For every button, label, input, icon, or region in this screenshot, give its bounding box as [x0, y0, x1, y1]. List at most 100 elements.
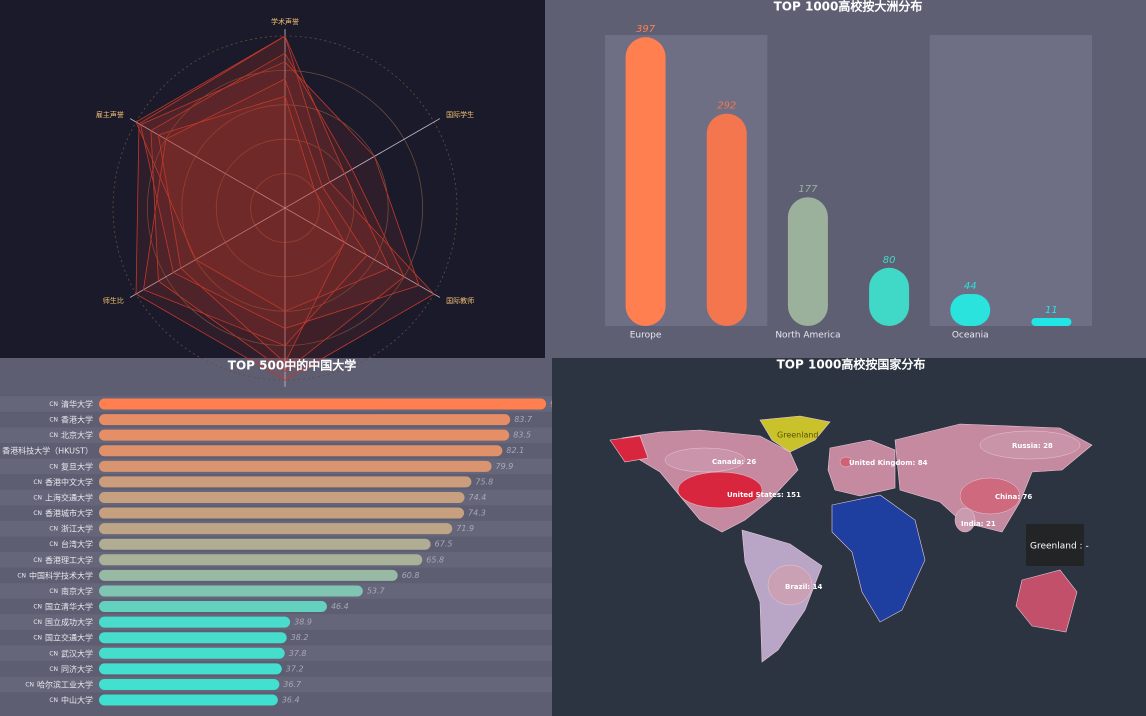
flag-label: CN — [49, 416, 58, 423]
flag-label: CN — [49, 463, 58, 470]
bar — [99, 398, 547, 410]
flag-label: CN — [25, 681, 34, 688]
radar-area — [135, 35, 390, 312]
flag-label: CN — [49, 525, 58, 532]
chart-title: TOP 500中的中国大学 — [228, 358, 356, 373]
university-name: 南京大学 — [61, 585, 93, 595]
bar — [99, 647, 285, 659]
bar — [99, 491, 465, 503]
university-chart: 91CN清华大学83.7CN香港大学83.5CN北京大学82.1CN香港科技大学… — [0, 396, 552, 706]
bar — [99, 476, 472, 488]
university-name: 清华大学 — [61, 399, 93, 409]
chart-title: TOP 1000高校按大洲分布 — [774, 0, 923, 14]
country — [767, 564, 813, 606]
flag-label: CN — [49, 541, 58, 548]
value-label: 177 — [798, 184, 818, 195]
y-tick-label: CN 国立成功大学 — [33, 617, 93, 627]
flag-label: CN — [33, 603, 42, 610]
country — [979, 430, 1081, 460]
y-tick-label: CN 香港城市大学 — [33, 508, 93, 518]
y-tick-label: CN香港科技大学（HKUST） — [0, 445, 93, 455]
university-name: 国立交通大学 — [45, 632, 93, 642]
axis-line — [284, 118, 441, 209]
axis-line — [129, 207, 286, 298]
university-name: 香港城市大学 — [45, 508, 93, 518]
value-label: 79.9 — [496, 462, 514, 471]
y-tick-label: CN 国立清华大学 — [33, 601, 93, 611]
map-chart: TOP 1000高校按国家分布 Greenland : - Greenland … — [609, 357, 1093, 663]
bar — [706, 113, 747, 326]
indicator-label: 雇主声誉 — [96, 110, 124, 119]
bar — [99, 694, 278, 706]
value-label: 71.9 — [456, 524, 474, 533]
bar — [625, 37, 666, 327]
y-tick-label: CN 清华大学 — [49, 399, 93, 409]
africa — [831, 494, 926, 623]
radar-area — [143, 78, 368, 347]
flag-label: CN — [49, 665, 58, 672]
value-label: 46.4 — [331, 602, 349, 611]
value-label: 292 — [717, 101, 736, 112]
value-label: 83.7 — [514, 415, 533, 424]
y-tick-label: CN 同济大学 — [49, 663, 93, 673]
flag-label: CN — [33, 634, 42, 641]
flag-label: CN — [17, 572, 26, 579]
country-label: China: 76 — [995, 493, 1032, 501]
y-tick-label: CN 香港中文大学 — [33, 476, 93, 486]
bar — [99, 663, 282, 675]
university-name: 香港理工大学 — [45, 554, 93, 564]
university-name: 上海交通大学 — [45, 492, 93, 502]
indicator-label: 学术声誉 — [271, 17, 299, 26]
bar — [99, 601, 327, 613]
flag-label: CN — [33, 510, 42, 517]
university-name: 哈尔滨工业大学 — [37, 679, 93, 689]
value-label: 80 — [883, 255, 896, 266]
australia — [1015, 569, 1078, 633]
radar-area — [140, 61, 420, 329]
bar — [1031, 317, 1072, 326]
value-label: 82.1 — [506, 446, 524, 455]
value-label: 74.3 — [468, 509, 486, 518]
country-label: Russia: 28 — [1012, 442, 1053, 450]
bar — [869, 267, 910, 326]
radar-area — [135, 35, 435, 381]
y-tick-label: CN 中国科学技术大学 — [17, 570, 93, 580]
y-tick-label: CN 香港大学 — [49, 414, 93, 424]
y-tick-label: CN 北京大学 — [49, 430, 93, 440]
y-tick-label: CN 浙江大学 — [49, 523, 93, 533]
bar — [99, 554, 423, 566]
flag-label: CN — [49, 432, 58, 439]
axis-line — [129, 118, 286, 209]
indicator-label: 国际学生 — [446, 110, 474, 119]
university-name: 台湾大学 — [61, 539, 93, 549]
value-label: 38.9 — [294, 618, 312, 627]
university-name: 香港科技大学（HKUST） — [2, 445, 93, 455]
y-tick-label: CN 国立交通大学 — [33, 632, 93, 642]
x-tick-label: Europe — [630, 331, 662, 341]
bar — [99, 538, 431, 550]
country — [954, 507, 976, 533]
university-name: 香港大学 — [61, 414, 93, 424]
flag-label: CN — [49, 587, 58, 594]
band — [929, 35, 1092, 326]
y-tick-label: CN 复旦大学 — [49, 461, 93, 471]
radar-area — [150, 52, 405, 372]
bar — [99, 460, 492, 472]
indicator-label: 师生比 — [103, 296, 124, 305]
value-label: 60.8 — [402, 571, 420, 580]
value-label: 75.8 — [475, 477, 493, 486]
country — [839, 456, 853, 468]
y-tick-label: CN 哈尔滨工业大学 — [25, 679, 93, 689]
university-name: 国立成功大学 — [45, 617, 93, 627]
country — [664, 447, 746, 473]
bar — [99, 616, 291, 628]
bar — [787, 197, 828, 326]
value-label: 11 — [1045, 305, 1058, 316]
university-name: 中山大学 — [61, 695, 93, 705]
flag-label: CN — [33, 478, 42, 485]
flag-label: CN — [49, 401, 58, 408]
bar — [99, 678, 280, 690]
